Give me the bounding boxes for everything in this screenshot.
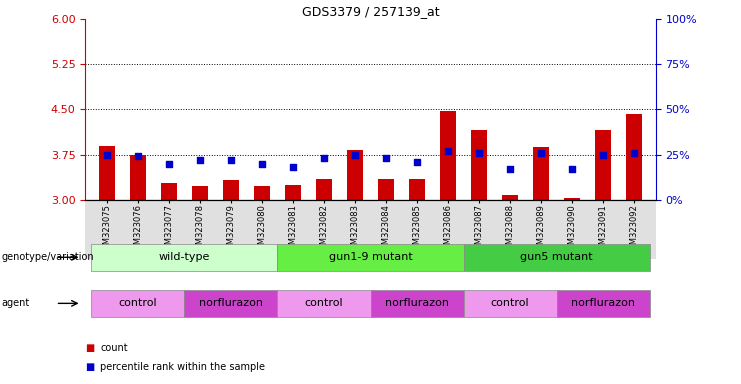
Bar [99,146,115,200]
Bar [285,185,301,200]
Point [194,157,206,163]
Bar [91,290,185,317]
Bar [370,290,464,317]
Bar [192,187,207,200]
Point [566,166,578,172]
Text: gun1-9 mutant: gun1-9 mutant [328,252,413,262]
Bar [91,244,277,271]
Bar [464,290,556,317]
Point [287,164,299,170]
Point [535,150,547,156]
Point [504,166,516,172]
Bar [223,180,239,200]
Text: norflurazon: norflurazon [199,298,263,308]
Point [318,155,330,161]
Title: GDS3379 / 257139_at: GDS3379 / 257139_at [302,5,439,18]
Text: norflurazon: norflurazon [571,298,635,308]
Bar [185,290,277,317]
Bar [378,179,393,200]
Point [628,150,640,156]
Bar [556,290,650,317]
Text: agent: agent [1,298,30,308]
Point [225,157,237,163]
Bar [316,179,332,200]
Point [597,152,609,158]
Bar [502,195,518,200]
Bar [565,199,579,200]
Text: genotype/variation: genotype/variation [1,252,94,262]
Point [380,155,392,161]
Bar [595,131,611,200]
Bar [464,244,650,271]
Bar [534,147,549,200]
Bar [162,183,176,200]
Bar [409,179,425,200]
Text: ■: ■ [85,343,94,353]
Text: gun5 mutant: gun5 mutant [520,252,593,262]
Bar [277,244,464,271]
Text: control: control [305,298,343,308]
Point [163,161,175,167]
Point [442,148,454,154]
Point [132,153,144,159]
Text: control: control [491,298,529,308]
Text: control: control [119,298,157,308]
Point [349,152,361,158]
Text: wild-type: wild-type [159,252,210,262]
Bar [626,114,642,200]
Text: norflurazon: norflurazon [385,298,449,308]
Point [411,159,423,165]
Text: ■: ■ [85,362,94,372]
Bar [471,131,487,200]
Text: count: count [100,343,127,353]
Point [473,150,485,156]
Bar [130,155,146,200]
Bar [254,187,270,200]
Point [101,152,113,158]
Bar [277,290,370,317]
Bar [348,151,363,200]
Bar [440,111,456,200]
Text: percentile rank within the sample: percentile rank within the sample [100,362,265,372]
Point [256,161,268,167]
